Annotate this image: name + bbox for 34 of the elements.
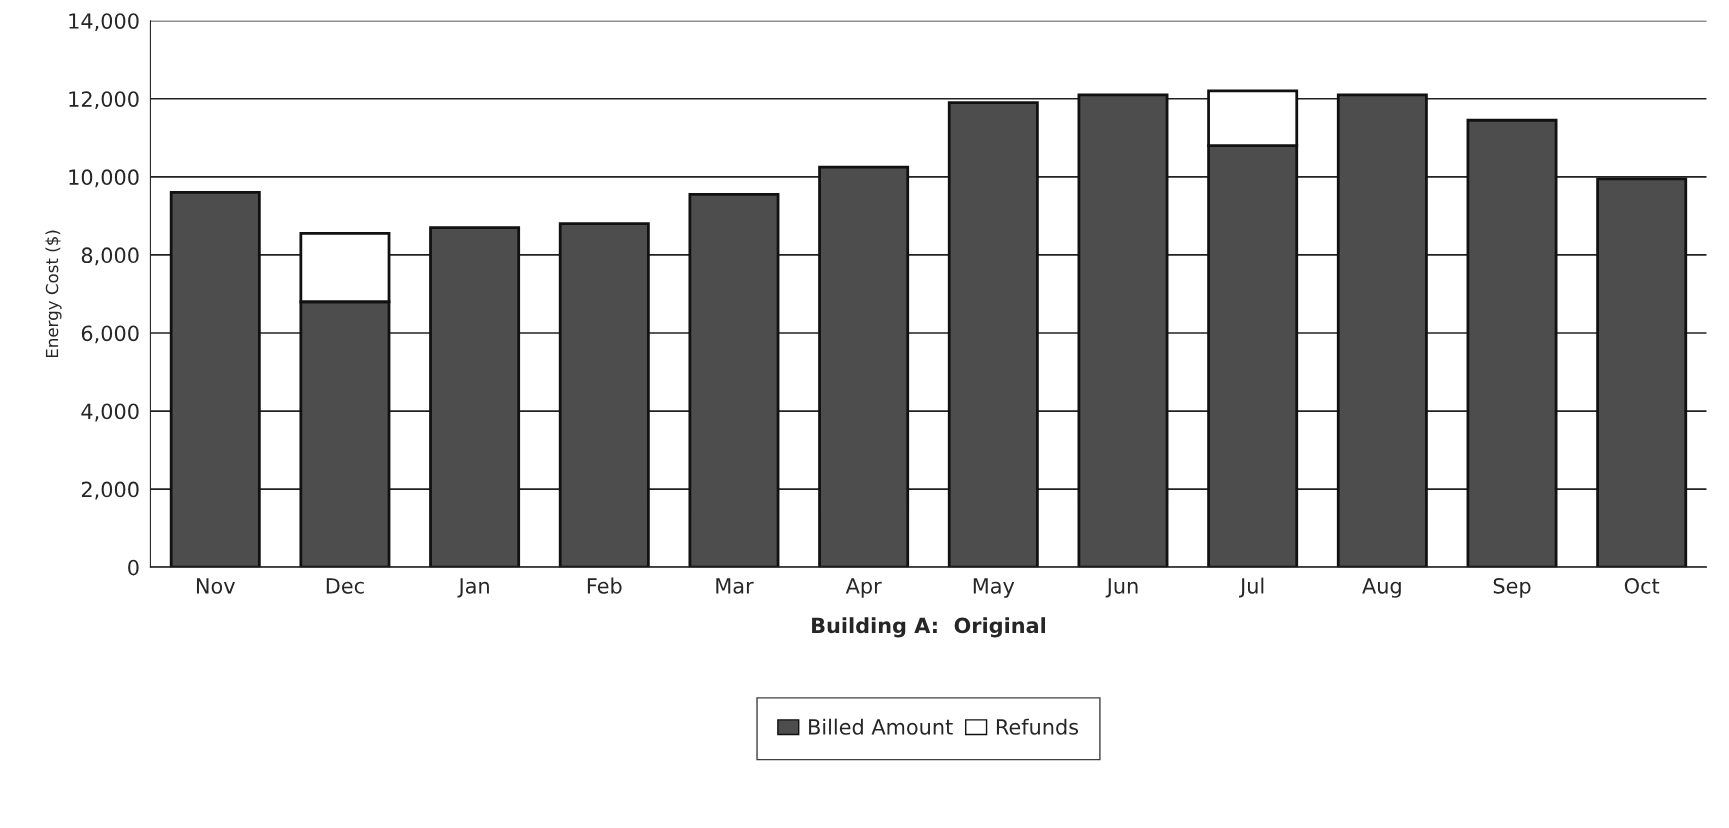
y-tick-label: 0 bbox=[128, 559, 139, 576]
y-tick-label: 10,000 bbox=[69, 169, 139, 188]
bar bbox=[1077, 93, 1169, 568]
y-axis-title: Energy Cost ($) bbox=[45, 230, 62, 358]
bar bbox=[818, 165, 910, 568]
x-tick-label: Apr bbox=[845, 578, 882, 598]
x-tick-label: Dec bbox=[326, 578, 364, 594]
x-tick-label: Jul bbox=[1239, 577, 1264, 598]
y-tick-label: 6,000 bbox=[81, 325, 139, 344]
x-tick-label: Jun bbox=[1105, 578, 1138, 598]
x-axis-title: Building A: Original bbox=[812, 617, 1046, 638]
x-tick-label: Sep bbox=[1493, 577, 1531, 598]
bar bbox=[947, 101, 1039, 568]
y-tick-label: 12,000 bbox=[69, 91, 139, 110]
y-tick-label: 14,000 bbox=[69, 13, 139, 32]
y-tick-label: 2,000 bbox=[81, 481, 139, 500]
bar bbox=[1596, 177, 1688, 568]
bar bbox=[429, 226, 521, 568]
y-tick-label: 8,000 bbox=[81, 247, 139, 266]
legend-label: Billed Amount bbox=[809, 718, 953, 735]
x-tick-label: Nov bbox=[196, 578, 235, 594]
y-tick-label: 4,000 bbox=[81, 403, 139, 422]
bar bbox=[688, 193, 780, 568]
bar bbox=[169, 191, 261, 568]
legend-label: Refunds bbox=[996, 718, 1079, 735]
bar bbox=[558, 222, 650, 568]
x-tick-label: Oct bbox=[1624, 577, 1660, 594]
x-tick-label: Aug bbox=[1362, 578, 1401, 598]
x-tick-label: May bbox=[973, 578, 1015, 598]
x-tick-label: Mar bbox=[716, 578, 754, 594]
x-tick-label: Jan bbox=[457, 578, 489, 598]
x-tick-label: Feb bbox=[587, 577, 622, 594]
bar bbox=[1466, 118, 1558, 568]
bar bbox=[1336, 93, 1428, 568]
